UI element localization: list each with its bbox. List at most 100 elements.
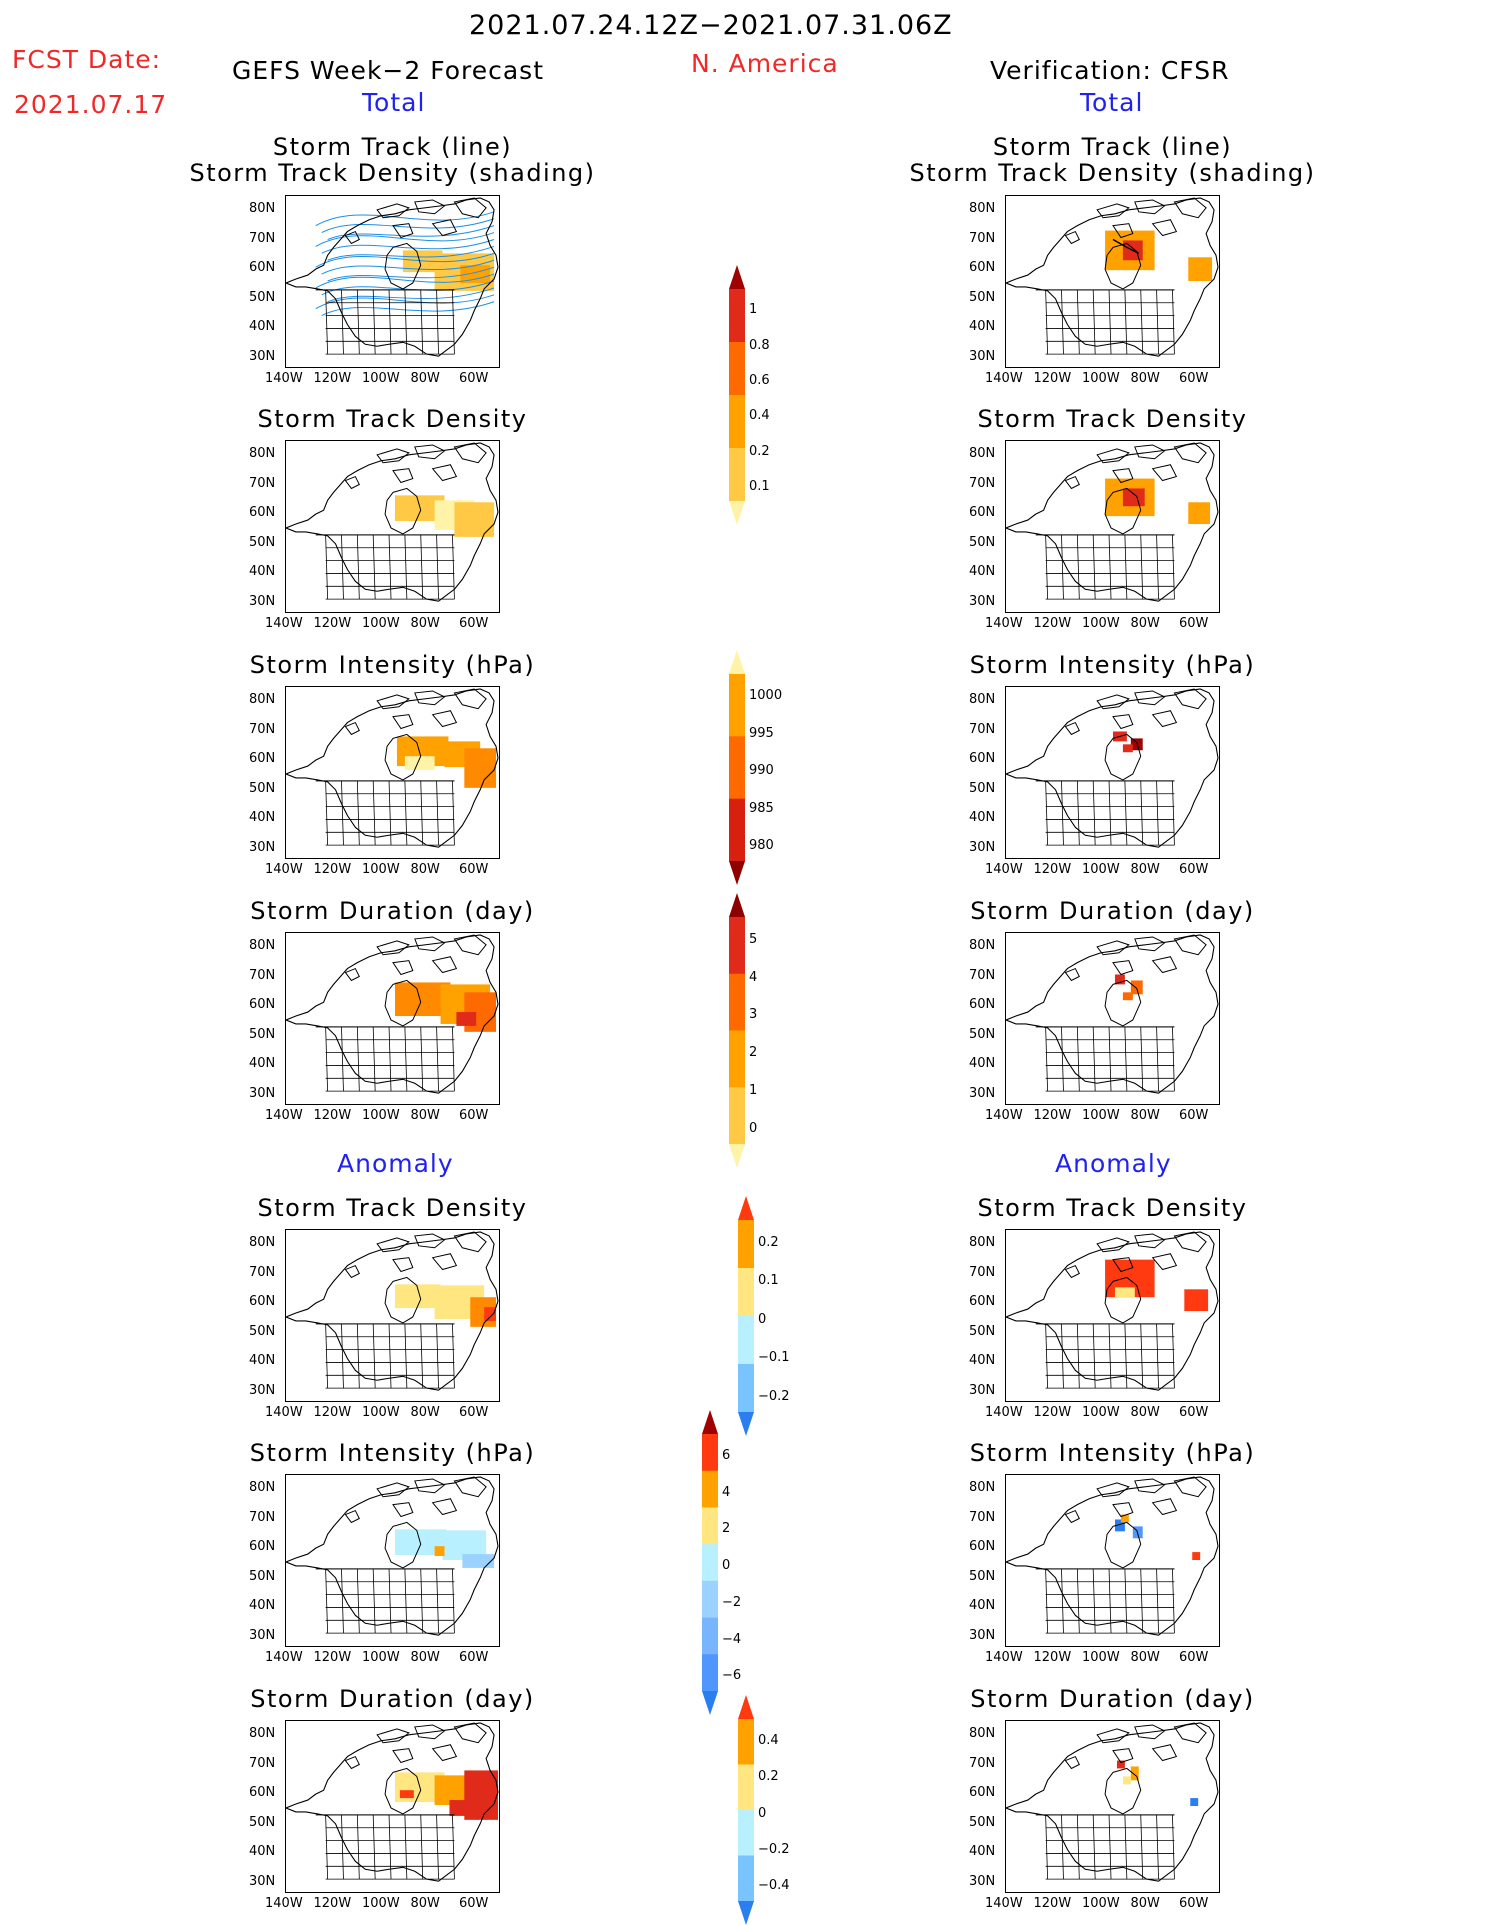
hudson-bay-outline <box>384 1521 422 1569</box>
lat-tick-label: 80N <box>249 446 276 461</box>
colorbar-segment <box>738 1220 754 1269</box>
island-outline <box>1173 1722 1207 1744</box>
hudson-bay-outline <box>1104 487 1142 535</box>
colorbar-segment <box>729 917 745 975</box>
state-borders <box>1045 289 1175 355</box>
lat-tick-label: 40N <box>249 319 276 334</box>
lon-tick-label: 100W <box>1082 1108 1120 1123</box>
lon-tick-label: 140W <box>265 616 303 631</box>
lat-tick-label: 80N <box>969 692 996 707</box>
colorbar-segment <box>702 1544 718 1582</box>
coastline <box>286 197 499 357</box>
lon-tick-label: 60W <box>1179 1650 1209 1665</box>
lat-tick-label: 70N <box>249 1509 276 1525</box>
coastline <box>1006 1476 1219 1636</box>
island-outline <box>1134 444 1166 460</box>
colorbar-label: 0.2 <box>758 1235 779 1251</box>
lon-tick-label: 140W <box>985 862 1023 877</box>
colorbar-density_total: 1 0.8 0.6 0.4 0.2 0.1 <box>727 265 807 525</box>
storm-track-line <box>315 232 495 247</box>
shading-cell <box>1188 257 1213 282</box>
shading-cell <box>1130 980 1143 995</box>
lon-tick-label: 60W <box>1179 371 1209 386</box>
cfsr-density_anom-map <box>1005 1229 1220 1402</box>
lat-tick-label: 60N <box>969 751 996 766</box>
lon-tick-label: 120W <box>313 371 352 386</box>
lat-tick-label: 50N <box>249 1568 276 1584</box>
state-borders <box>325 1323 455 1389</box>
lon-tick-label: 140W <box>985 1896 1023 1911</box>
lon-tick-label: 120W <box>1033 1108 1072 1123</box>
island-outline <box>1064 230 1080 245</box>
lat-tick-label: 40N <box>249 564 276 579</box>
island-outline <box>453 1476 487 1498</box>
colorbar-label: 980 <box>749 838 774 854</box>
state-borders <box>325 289 455 355</box>
island-outline <box>392 714 414 730</box>
lon-tick-label: 100W <box>1082 1405 1120 1420</box>
period-title: 2021.07.24.12Z−2021.07.31.06Z <box>469 10 953 41</box>
lon-tick-label: 100W <box>362 616 400 631</box>
state-borders <box>1045 780 1175 846</box>
colorbar-duration_anom: 0.4 0.2 0 −0.2 −0.4 <box>736 1695 816 1925</box>
island-outline <box>1151 1253 1178 1271</box>
state-borders <box>1045 1026 1175 1092</box>
lat-tick-label: 50N <box>249 289 276 305</box>
colorbar-segment <box>729 289 745 343</box>
colorbar-arrow-top <box>729 893 745 917</box>
island-outline <box>1096 1237 1130 1253</box>
lat-tick-label: 70N <box>249 230 276 246</box>
lon-tick-label: 60W <box>459 371 489 386</box>
map-canvas <box>286 197 499 357</box>
map-canvas <box>1006 1476 1219 1636</box>
fcst-density_anom-title-0: Storm Track Density <box>257 1194 528 1222</box>
lat-tick-label: 30N <box>969 1382 996 1398</box>
storm-track-line <box>327 225 495 240</box>
colorbar-label: 0 <box>758 1311 767 1327</box>
island-outline <box>1064 721 1080 736</box>
lat-tick-label: 50N <box>249 1323 276 1339</box>
lon-tick-label: 80W <box>1130 371 1160 386</box>
island-outline <box>1134 936 1166 952</box>
island-outline <box>392 223 414 239</box>
lon-tick-label: 100W <box>362 1108 400 1123</box>
lat-tick-label: 50N <box>969 1026 996 1042</box>
island-outline <box>392 1257 414 1273</box>
coastline <box>286 934 499 1094</box>
colorbar-label: 0.8 <box>749 337 770 353</box>
lat-tick-label: 30N <box>969 1873 996 1889</box>
island-outline <box>1134 199 1166 215</box>
lon-tick-label: 60W <box>459 1108 489 1123</box>
coastline <box>1006 442 1219 602</box>
island-outline <box>1134 1478 1166 1494</box>
colorbar-density_anom: 0.2 0.1 0 −0.1 −0.2 <box>736 1196 816 1436</box>
cfsr-intensity_anom-map <box>1005 1474 1220 1647</box>
cfsr-duration-title-0: Storm Duration (day) <box>970 897 1255 925</box>
map-canvas <box>286 442 499 602</box>
shading-cell <box>1114 1519 1125 1532</box>
lat-tick-label: 30N <box>969 348 996 364</box>
lon-tick-label: 80W <box>410 1405 440 1420</box>
colorbar-segment <box>738 1764 754 1811</box>
hudson-bay-outline <box>384 979 422 1027</box>
colorbar-label: 4 <box>722 1484 731 1500</box>
colorbar-label: −4 <box>722 1631 742 1647</box>
shading-cell <box>456 1012 477 1026</box>
colorbar-segment <box>738 1719 754 1765</box>
colorbar-label: 985 <box>749 800 774 816</box>
lat-tick-label: 50N <box>249 780 276 796</box>
colorbar-intensity_anom: 6 4 2 0 −2 −4 −6 <box>700 1410 780 1715</box>
shading-cell <box>394 1284 441 1309</box>
colorbar-arrow-bottom <box>738 1901 754 1925</box>
colorbar-label: 0 <box>758 1805 767 1821</box>
storm-track-line <box>315 211 495 227</box>
lon-tick-label: 120W <box>1033 371 1072 386</box>
cfsr-density_anom-title-0: Storm Track Density <box>977 1194 1248 1222</box>
lon-tick-label: 120W <box>1033 1405 1072 1420</box>
lon-tick-label: 100W <box>362 1650 400 1665</box>
lat-tick-label: 40N <box>249 810 276 825</box>
island-outline <box>376 940 410 956</box>
left-total-label: Total <box>362 88 426 117</box>
map-canvas <box>286 688 499 848</box>
lon-tick-label: 60W <box>1179 1108 1209 1123</box>
